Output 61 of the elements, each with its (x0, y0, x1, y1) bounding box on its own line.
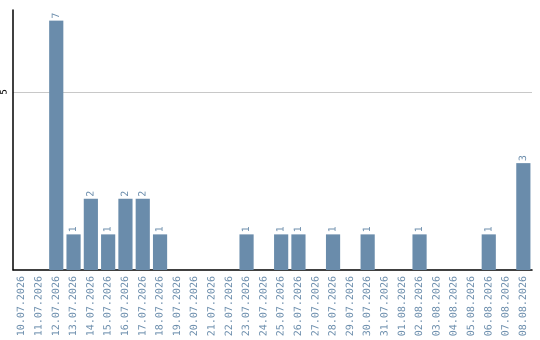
bar (49, 20, 64, 270)
x-tick-label: 25.07.2026 (276, 276, 287, 336)
x-tick-label: 23.07.2026 (241, 276, 252, 336)
x-tick-label: 19.07.2026 (172, 276, 183, 336)
bar (412, 234, 427, 270)
bar (482, 234, 496, 270)
data-label: 2 (85, 190, 96, 197)
x-tick-label: 15.07.2026 (102, 276, 114, 336)
x-tick-label: 10.07.2026 (16, 276, 28, 336)
x-tick-label: 16.07.2026 (120, 276, 131, 336)
data-label: 1 (328, 226, 339, 232)
data-label: 1 (154, 226, 166, 232)
data-label: 1 (102, 226, 114, 232)
x-tick-label: 02.08.2026 (414, 276, 426, 336)
x-tick-label: 29.07.2026 (344, 276, 356, 336)
x-tick-label: 05.08.2026 (466, 276, 477, 336)
data-label: 1 (292, 226, 304, 232)
x-tick-label: 31.07.2026 (379, 276, 390, 336)
data-label: 7 (50, 12, 62, 19)
x-tick-label: 04.08.2026 (448, 276, 460, 336)
x-tick-label: 17.07.2026 (137, 276, 148, 336)
x-tick-label: 14.07.2026 (85, 276, 96, 336)
bar (136, 198, 150, 270)
x-tick-label: 13.07.2026 (68, 276, 80, 336)
data-label: 2 (137, 190, 148, 197)
x-tick-label: 01.08.2026 (396, 276, 408, 336)
data-label: 1 (362, 226, 374, 232)
x-tick-label: 26.07.2026 (292, 276, 304, 336)
x-tick-label: 21.07.2026 (206, 276, 218, 336)
x-tick-label: 18.07.2026 (154, 276, 166, 336)
data-label: 2 (120, 190, 131, 197)
x-tick-label: 12.07.2026 (50, 276, 62, 336)
bar (239, 234, 254, 270)
data-label: 3 (518, 155, 529, 162)
x-tick-label: 28.07.2026 (328, 276, 339, 336)
bar (152, 234, 168, 270)
data-label: 1 (68, 226, 80, 232)
bar (66, 234, 81, 270)
x-tick-label: 30.07.2026 (362, 276, 374, 336)
data-label: 1 (241, 226, 252, 232)
x-tick-label: 08.08.2026 (518, 276, 529, 336)
bar (516, 163, 530, 270)
x-tick-label: 11.07.2026 (33, 276, 44, 336)
bar (326, 234, 340, 270)
y-tick-label: 5 (0, 89, 10, 95)
x-tick-label: 07.08.2026 (500, 276, 512, 336)
x-tick-label: 24.07.2026 (258, 276, 270, 336)
bar (360, 234, 375, 270)
bar (291, 234, 306, 270)
x-tick-label: 06.08.2026 (483, 276, 494, 336)
bar (274, 234, 288, 270)
data-label: 1 (483, 226, 494, 232)
bar (84, 198, 98, 270)
x-tick-label: 27.07.2026 (310, 276, 322, 336)
data-label: 1 (276, 226, 287, 232)
x-tick-label: 22.07.2026 (224, 276, 235, 336)
data-label: 1 (414, 226, 426, 232)
x-tick-label: 20.07.2026 (189, 276, 200, 336)
bar (101, 234, 116, 270)
x-tick-label: 03.08.2026 (431, 276, 442, 336)
bar (118, 198, 133, 270)
